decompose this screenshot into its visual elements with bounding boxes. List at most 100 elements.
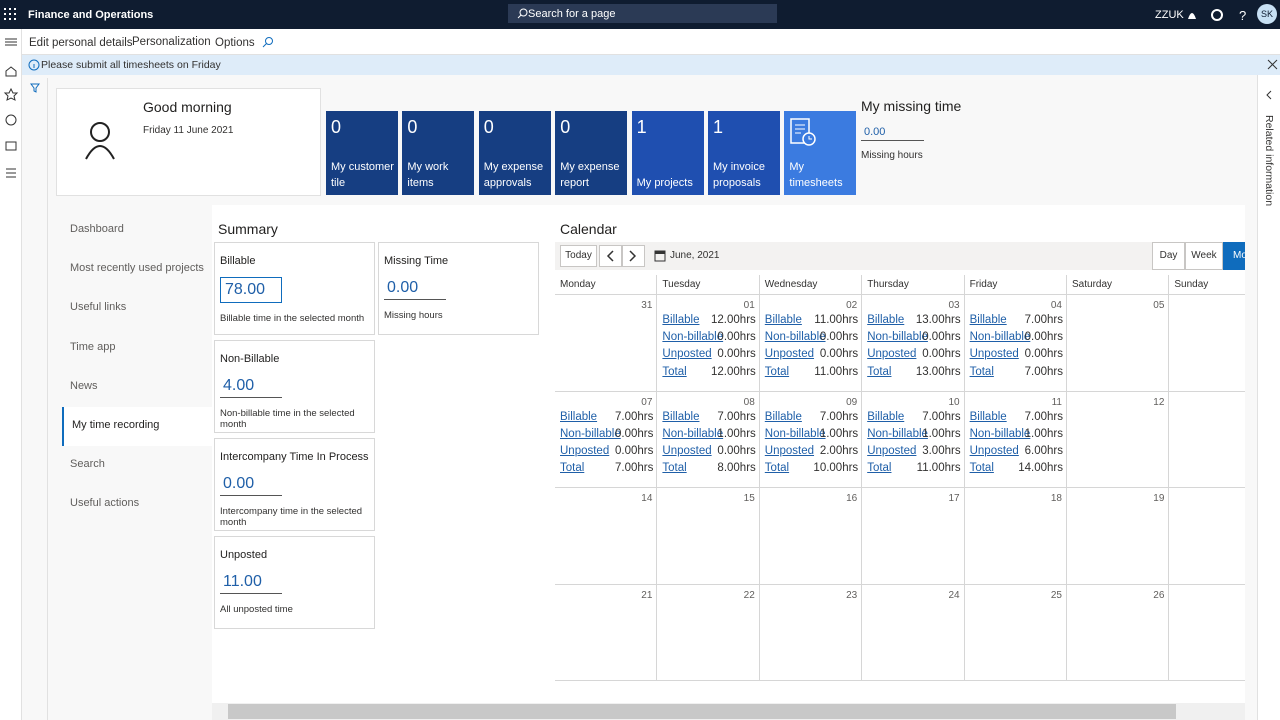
close-message[interactable] bbox=[1267, 59, 1278, 70]
entry-label[interactable]: Billable bbox=[764, 410, 802, 423]
entry-value: 3.00hrs bbox=[922, 444, 961, 457]
avatar[interactable]: SK bbox=[1257, 4, 1277, 24]
nav-item[interactable]: News bbox=[70, 379, 98, 392]
nav-rail bbox=[0, 29, 22, 720]
rail-icons bbox=[3, 38, 19, 178]
entry-label[interactable]: Billable bbox=[867, 314, 905, 326]
nav-item[interactable]: Most recently used projects bbox=[70, 262, 204, 275]
entry-label[interactable]: Total bbox=[969, 462, 994, 475]
side-panel-label[interactable]: Related information bbox=[1263, 115, 1275, 207]
greeting-card: Good morning Friday 11 June 2021 bbox=[56, 88, 321, 196]
tile[interactable]: 0 My work items bbox=[402, 111, 475, 195]
card-value[interactable]: 4.00 bbox=[220, 375, 282, 398]
entry-label[interactable]: Unposted bbox=[867, 444, 917, 457]
entry-value: 7.00hrs bbox=[717, 410, 756, 423]
card-note: Missing hours bbox=[384, 310, 443, 321]
entry-label[interactable]: Unposted bbox=[969, 444, 1019, 457]
nav-item[interactable]: My time recording bbox=[62, 407, 212, 446]
day-cell bbox=[1169, 488, 1245, 585]
view-button[interactable]: Day bbox=[1152, 242, 1185, 270]
entry-label[interactable]: Billable bbox=[969, 410, 1007, 423]
entry-label[interactable]: Unposted bbox=[764, 348, 815, 361]
entry-label[interactable]: Non-billable bbox=[764, 427, 826, 440]
filter-icon[interactable] bbox=[30, 83, 40, 93]
card-note: Intercompany time in the selected month bbox=[220, 506, 363, 528]
today-button[interactable]: Today bbox=[560, 245, 597, 267]
nav-item[interactable]: Useful links bbox=[70, 301, 127, 314]
entry-label[interactable]: Non-billable bbox=[969, 427, 1031, 440]
entry-label[interactable]: Non-billable bbox=[867, 427, 928, 440]
nav-arrows[interactable] bbox=[599, 245, 645, 267]
greeting-date: Friday 11 June 2021 bbox=[143, 125, 234, 136]
entry-row: Non-billable 0.00hrs bbox=[765, 331, 858, 348]
card-value[interactable]: 0.00 bbox=[220, 473, 282, 496]
entry-value: 1.00hrs bbox=[922, 427, 961, 440]
entry-label[interactable]: Billable bbox=[969, 314, 1007, 326]
entry-label[interactable]: Non-billable bbox=[764, 331, 826, 344]
card-value[interactable]: 78.00 bbox=[220, 277, 282, 303]
entry-label[interactable]: Total bbox=[969, 365, 994, 378]
search-icon[interactable] bbox=[262, 36, 274, 48]
entry-label[interactable]: Total bbox=[662, 462, 687, 475]
entry-value: 12.00hrs bbox=[711, 314, 756, 326]
day-cell: 08 Billable 7.00hrs Non-billable 1.00hrs Unpo… bbox=[657, 391, 760, 488]
day-cell: 07 Billable 7.00hrs Non-billable 0.00hrs Unpo… bbox=[555, 391, 658, 488]
day-number: 17 bbox=[948, 493, 960, 504]
day-cell: 17 bbox=[862, 488, 965, 585]
app-launcher[interactable] bbox=[4, 8, 16, 20]
scroll-thumb[interactable] bbox=[228, 704, 1176, 719]
tile-label: My customer tile bbox=[331, 161, 394, 189]
nav-item[interactable]: Time app bbox=[70, 340, 116, 353]
toolbar-item[interactable]: Edit personal details bbox=[29, 37, 133, 49]
entry-label[interactable]: Non-billable bbox=[662, 331, 724, 344]
entry-label[interactable]: Billable bbox=[867, 410, 905, 423]
entry-label[interactable]: Billable bbox=[662, 314, 700, 326]
card-value[interactable]: 0.00 bbox=[384, 277, 446, 300]
tile[interactable]: My timesheets bbox=[784, 111, 857, 195]
entry-row: Total 8.00hrs bbox=[662, 462, 755, 479]
entry-label[interactable]: Billable bbox=[560, 410, 598, 423]
tile[interactable]: 1 My projects bbox=[631, 111, 704, 195]
tile-count: 0 bbox=[331, 117, 342, 137]
scrollbar[interactable] bbox=[212, 703, 1245, 720]
tile[interactable]: 0 My expense report bbox=[555, 111, 628, 195]
toolbar-item[interactable]: Options bbox=[215, 37, 255, 49]
entry-label[interactable]: Total bbox=[764, 365, 790, 378]
tile[interactable]: 0 My customer tile bbox=[326, 111, 398, 195]
entry-label[interactable]: Non-billable bbox=[560, 427, 621, 440]
entry-label[interactable]: Non-billable bbox=[969, 331, 1031, 344]
tile[interactable]: 1 My invoice proposals bbox=[708, 111, 780, 195]
nav-item[interactable]: Search bbox=[70, 458, 105, 471]
entry-value: 0.00hrs bbox=[615, 427, 654, 440]
entry-label[interactable]: Total bbox=[560, 462, 585, 475]
view-button[interactable]: Mo bbox=[1223, 242, 1245, 270]
entry-label[interactable]: Total bbox=[867, 462, 892, 475]
day-cell bbox=[1169, 584, 1245, 681]
entry-label[interactable]: Unposted bbox=[867, 348, 917, 361]
side-panel: Related information bbox=[1257, 75, 1280, 720]
entry-label[interactable]: Total bbox=[764, 462, 790, 475]
entry-label[interactable]: Non-billable bbox=[867, 331, 928, 344]
entry-label[interactable]: Total bbox=[867, 365, 892, 378]
day-number: 09 bbox=[846, 396, 858, 408]
entry-label[interactable]: Billable bbox=[662, 410, 700, 423]
tile[interactable]: 0 My expense approvals bbox=[478, 111, 551, 195]
entry-label[interactable]: Unposted bbox=[969, 348, 1019, 361]
search-box[interactable]: Search for a page bbox=[508, 4, 777, 23]
tile-label: My work items bbox=[407, 161, 449, 189]
entry-label[interactable]: Unposted bbox=[764, 444, 815, 457]
entry-value: 6.00hrs bbox=[1024, 444, 1063, 457]
company[interactable]: ZZUK bbox=[1155, 9, 1184, 21]
entry-label[interactable]: Billable bbox=[764, 314, 802, 326]
entry-label[interactable]: Total bbox=[662, 365, 687, 378]
entry-label[interactable]: Unposted bbox=[662, 348, 712, 361]
tile-label: My expense report bbox=[560, 161, 620, 189]
card-value[interactable]: 11.00 bbox=[220, 571, 282, 594]
toolbar-item[interactable]: Personalization bbox=[132, 36, 211, 48]
entry-label[interactable]: Unposted bbox=[662, 444, 712, 457]
nav-item[interactable]: Dashboard bbox=[70, 223, 124, 235]
entry-label[interactable]: Unposted bbox=[560, 444, 610, 457]
entry-label[interactable]: Non-billable bbox=[662, 427, 724, 440]
view-button[interactable]: Week bbox=[1185, 242, 1223, 270]
nav-item[interactable]: Useful actions bbox=[70, 497, 140, 510]
